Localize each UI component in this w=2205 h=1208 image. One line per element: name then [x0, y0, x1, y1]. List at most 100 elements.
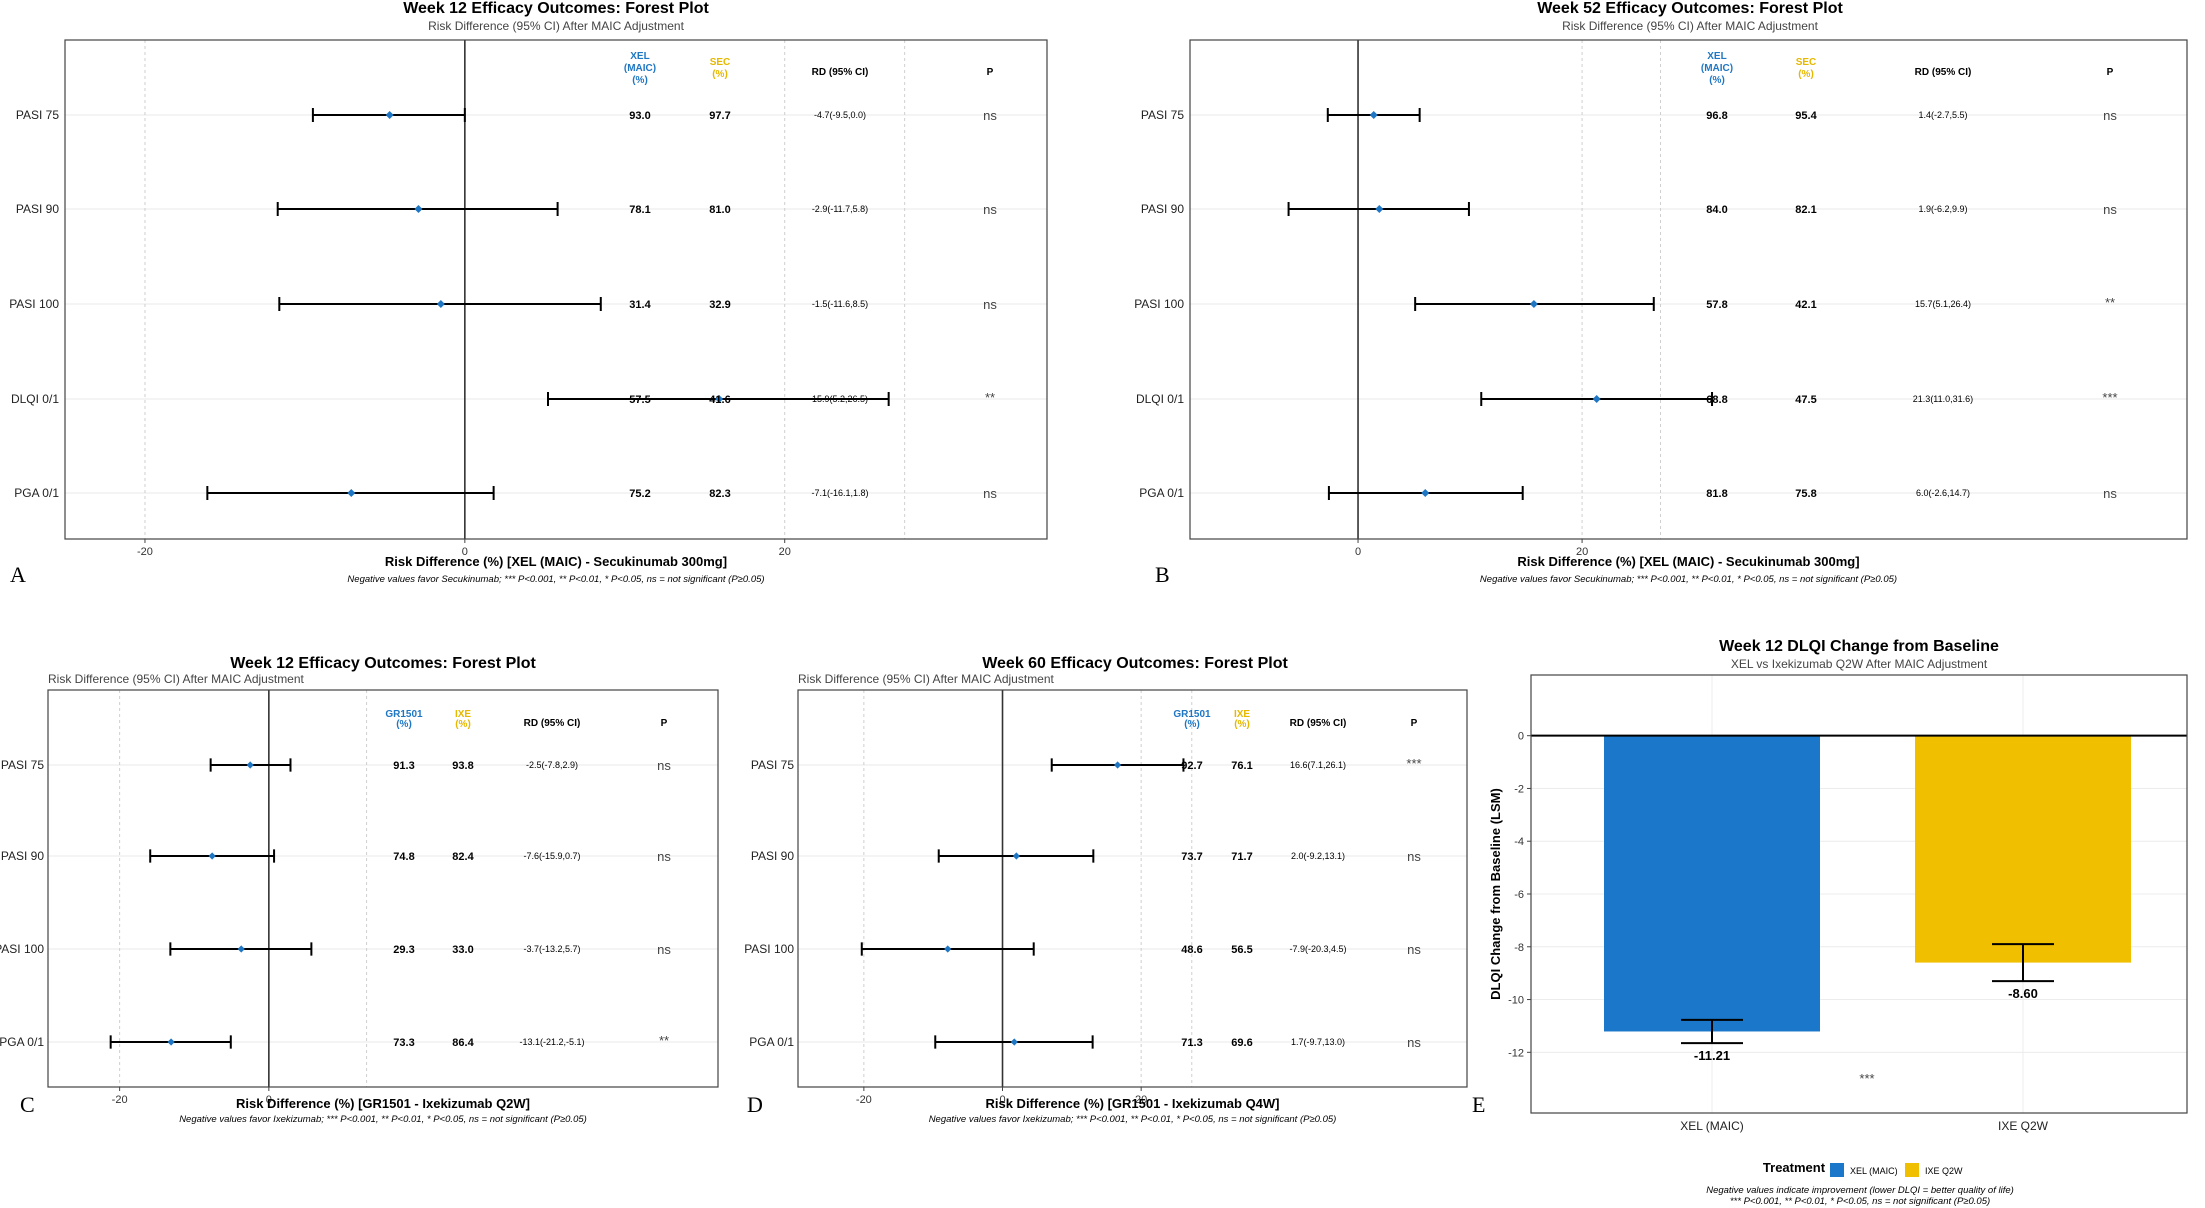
cell-rd-ci: -2.9(-11.7,5.8)	[812, 204, 868, 214]
cell-p-value: ns	[657, 758, 671, 773]
footnote: Negative values indicate improvement (lo…	[1706, 1185, 2014, 1196]
cell-p-value: ***	[1406, 756, 1421, 771]
column-header: XEL (MAIC) (%)	[624, 51, 656, 86]
row-label: PASI 90	[751, 849, 794, 863]
cell-treatment-pct: 81.8	[1706, 488, 1727, 500]
cell-comparator-pct: 33.0	[452, 944, 473, 956]
plot-border	[797, 689, 1468, 1088]
cell-rd-ci: 1.4(-2.7,5.5)	[1918, 110, 1967, 120]
point-estimate-marker	[167, 1038, 175, 1046]
cell-rd-ci: 21.3(11.0,31.6)	[1913, 394, 1973, 404]
row-label: PGA 0/1	[14, 486, 59, 500]
legend-swatch-ixe	[1905, 1163, 1919, 1177]
column-header: RD (95% CI)	[1915, 67, 1972, 78]
cell-p-value: ns	[2103, 202, 2117, 217]
y-tick-label: 0	[1518, 731, 1524, 743]
bar-ixe-q2w	[1915, 735, 2131, 963]
cell-rd-ci: -7.1(-16.1,1.8)	[811, 488, 868, 498]
y-tick-label: -10	[1508, 995, 1524, 1007]
row-label: PGA 0/1	[749, 1035, 794, 1049]
row-label: PASI 75	[751, 758, 794, 772]
footnote: Negative values favor Secukinumab; *** P…	[347, 574, 764, 585]
cell-treatment-pct: 57.8	[1706, 299, 1727, 311]
cell-treatment-pct: 48.6	[1181, 944, 1202, 956]
cell-rd-ci: 16.6(7.1,26.1)	[1290, 760, 1346, 770]
point-estimate-marker	[385, 111, 394, 119]
point-estimate-marker	[208, 852, 216, 860]
plot-border	[64, 39, 1048, 540]
cell-rd-ci: -7.9(-20.3,4.5)	[1289, 944, 1346, 954]
row-label: PASI 90	[16, 202, 59, 216]
y-tick-label: -8	[1514, 942, 1524, 954]
forest-panel-c: Week 12 Efficacy Outcomes: Forest PlotRi…	[0, 655, 719, 1125]
point-estimate-marker	[1369, 111, 1378, 119]
cell-comparator-pct: 95.4	[1795, 110, 1817, 122]
x-category-label: XEL (MAIC)	[1680, 1119, 1744, 1133]
bar-value-label: -11.21	[1694, 1048, 1730, 1063]
column-header: SEC (%)	[1796, 57, 1817, 80]
cell-treatment-pct: 71.3	[1181, 1037, 1202, 1049]
chart-subtitle: Risk Difference (95% CI) After MAIC Adju…	[48, 672, 305, 686]
x-tick-label: 20	[1576, 546, 1588, 558]
row-label: DLQI 0/1	[11, 392, 59, 406]
column-header: RD (95% CI)	[1290, 718, 1347, 729]
cell-p-value: ns	[2103, 486, 2117, 501]
cell-treatment-pct: 68.8	[1706, 394, 1727, 406]
point-estimate-marker	[944, 945, 952, 953]
column-header: IXE (%)	[1234, 709, 1250, 730]
row-label: PASI 90	[1, 849, 44, 863]
cell-rd-ci: 1.7(-9.7,13.0)	[1291, 1037, 1345, 1047]
cell-comparator-pct: 82.3	[709, 488, 730, 500]
row-label: PASI 90	[1141, 202, 1184, 216]
column-header: P	[2107, 67, 2114, 78]
x-tick-label: 0	[462, 546, 468, 558]
cell-p-value: ns	[657, 849, 671, 864]
row-label: PASI 75	[1141, 108, 1184, 122]
cell-rd-ci: -3.7(-13.2,5.7)	[523, 944, 580, 954]
cell-treatment-pct: 31.4	[629, 299, 651, 311]
cell-treatment-pct: 74.8	[393, 851, 414, 863]
y-tick-label: -12	[1508, 1047, 1524, 1059]
cell-rd-ci: 15.9(5.2,26.5)	[812, 394, 868, 404]
cell-comparator-pct: 42.1	[1795, 299, 1816, 311]
cell-p-value: ns	[657, 942, 671, 957]
column-header: P	[661, 718, 668, 729]
cell-comparator-pct: 32.9	[709, 299, 730, 311]
point-estimate-marker	[1529, 300, 1538, 308]
cell-comparator-pct: 82.1	[1795, 204, 1816, 216]
column-header: IXE (%)	[455, 709, 471, 730]
point-estimate-marker	[414, 205, 423, 213]
column-header: P	[1411, 718, 1418, 729]
cell-rd-ci: -4.7(-9.5,0.0)	[814, 110, 866, 120]
point-estimate-marker	[436, 300, 445, 308]
y-tick-label: -4	[1514, 836, 1524, 848]
cell-treatment-pct: 96.8	[1706, 110, 1727, 122]
x-category-label: IXE Q2W	[1998, 1119, 2049, 1133]
cell-p-value: **	[985, 390, 995, 405]
cell-comparator-pct: 81.0	[709, 204, 730, 216]
legend-label: IXE Q2W	[1925, 1166, 1963, 1176]
cell-p-value: ns	[1407, 1035, 1421, 1050]
column-header: RD (95% CI)	[812, 67, 869, 78]
point-estimate-marker	[347, 489, 356, 497]
cell-treatment-pct: 84.0	[1706, 204, 1727, 216]
panel-label: B	[1155, 562, 1170, 587]
x-tick-label: -20	[137, 546, 153, 558]
row-label: DLQI 0/1	[1136, 392, 1184, 406]
y-axis-label: DLQI Change from Baseline (LSM)	[1488, 788, 1503, 1000]
cell-treatment-pct: 75.2	[629, 488, 650, 500]
chart-subtitle: XEL vs Ixekizumab Q2W After MAIC Adjustm…	[1731, 657, 1988, 671]
footnote: Negative values favor Ixekizumab; *** P<…	[929, 1114, 1337, 1125]
cell-comparator-pct: 82.4	[452, 851, 474, 863]
row-label: PASI 75	[1, 758, 44, 772]
point-estimate-marker	[1375, 205, 1384, 213]
chart-subtitle: Risk Difference (95% CI) After MAIC Adju…	[428, 19, 685, 33]
chart-subtitle: Risk Difference (95% CI) After MAIC Adju…	[1562, 19, 1819, 33]
cell-treatment-pct: 93.0	[629, 110, 650, 122]
cell-rd-ci: -1.5(-11.6,8.5)	[812, 299, 868, 309]
legend: Treatment XEL (MAIC) IXE Q2W	[1763, 1160, 1963, 1177]
cell-comparator-pct: 71.7	[1231, 851, 1252, 863]
cell-p-value: ns	[983, 108, 997, 123]
row-label: PASI 100	[1134, 297, 1184, 311]
